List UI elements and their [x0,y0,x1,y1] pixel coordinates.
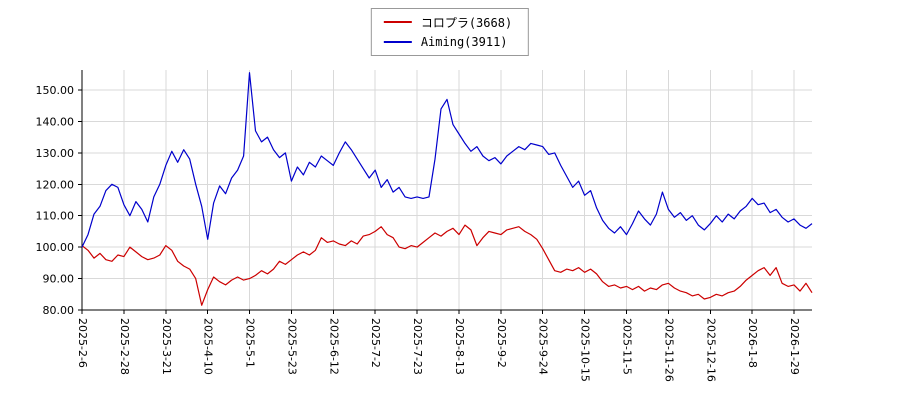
y-tick-label: 150.00 [36,84,75,97]
x-tick-label: 2025-5-1 [244,318,257,368]
x-tick-label: 2025-5-23 [285,318,298,375]
x-tick-label: 2025-10-15 [579,318,592,382]
legend-line-blue-icon [383,41,412,43]
x-tick-label: 2025-8-13 [453,318,466,375]
x-tick-label: 2025-6-12 [327,318,340,375]
x-tick-label: 2025-11-26 [662,318,675,382]
x-tick-label: 2025-3-21 [160,318,173,375]
y-tick-label: 80.00 [43,304,75,317]
legend-line-red-icon [383,21,412,23]
legend-item-colopl: コロプラ(3668) [383,14,513,30]
x-tick-label: 2025-7-2 [369,318,382,368]
y-tick-label: 110.00 [36,210,75,223]
y-tick-label: 140.00 [36,115,75,128]
y-tick-label: 130.00 [36,147,75,160]
x-tick-label: 2025-12-16 [704,318,717,382]
x-tick-label: 2026-1-29 [788,318,801,375]
legend-label-colopl: コロプラ(3668) [420,15,513,30]
y-tick-label: 120.00 [36,178,75,191]
x-tick-label: 2025-2-6 [76,318,89,368]
x-tick-label: 2025-7-23 [411,318,424,375]
x-tick-label: 2025-11-5 [621,318,634,375]
x-tick-label: 2025-9-2 [495,318,508,368]
x-tick-label: 2025-4-10 [202,318,215,375]
x-tick-label: 2025-9-24 [537,318,550,375]
legend-label-aiming: Aiming(3911) [420,35,508,49]
legend-item-aiming: Aiming(3911) [383,34,512,50]
series-line-1 [81,72,813,248]
y-tick-label: 100.00 [36,241,75,254]
x-tick-label: 2025-2-28 [118,318,131,375]
series-line-0 [81,224,813,306]
x-tick-label: 2026-1-8 [746,318,759,368]
legend: コロプラ(3668) Aiming(3911) [370,8,530,56]
y-tick-label: 90.00 [43,273,75,286]
